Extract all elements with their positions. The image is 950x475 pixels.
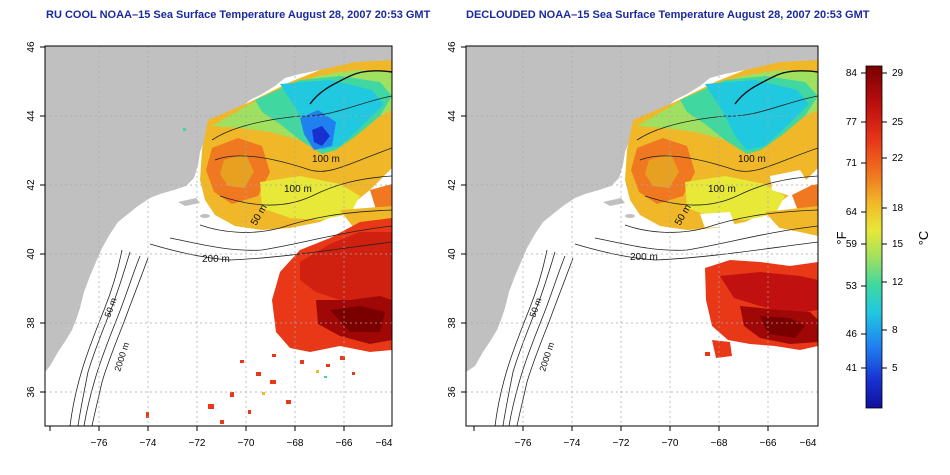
colorbar-f-tick-5: 53 xyxy=(846,281,858,292)
left-y-tick-5: 46 xyxy=(26,41,37,53)
colorbar-c-label: °C xyxy=(916,231,931,246)
left-y-tick-0: 36 xyxy=(26,386,37,398)
colorbar-f-tick-4: 59 xyxy=(846,239,858,250)
right-land xyxy=(466,46,818,372)
right-y-tick-2: 40 xyxy=(447,248,458,260)
left-contour-label-100m-b: 100 m xyxy=(284,184,312,195)
left-panel-title: RU COOL NOAA–15 Sea Surface Temperature … xyxy=(46,9,431,21)
left-land xyxy=(45,46,392,372)
left-x-tick-6: −64 xyxy=(376,438,393,449)
colorbar-f-tick-7: 41 xyxy=(846,363,858,374)
left-y-tick-2: 40 xyxy=(26,248,37,260)
colorbar-f-label: °F xyxy=(834,231,849,244)
right-y-tick-1: 38 xyxy=(447,317,458,329)
right-y-tick-3: 42 xyxy=(447,179,458,191)
left-contour-label-200m: 200 m xyxy=(202,254,230,265)
left-x-tick-0: −76 xyxy=(91,438,108,449)
right-x-tick-3: −70 xyxy=(662,438,679,449)
colorbar-c-tick-6: 8 xyxy=(892,325,898,336)
right-y-tick-0: 36 xyxy=(447,386,458,398)
colorbar-f-tick-2: 71 xyxy=(846,158,858,169)
colorbar-c-tick-7: 5 xyxy=(892,363,898,374)
right-x-tick-2: −72 xyxy=(613,438,630,449)
right-contour-label-100m-b: 100 m xyxy=(708,184,736,195)
left-map-panel: 100 m 100 m 50 m 200 m 50 m 2000 m −76 −… xyxy=(26,41,393,449)
left-x-tick-2: −72 xyxy=(189,438,206,449)
left-x-tick-4: −68 xyxy=(287,438,304,449)
colorbar-c-tick-4: 15 xyxy=(892,239,904,250)
colorbar-c-tick-1: 25 xyxy=(892,117,904,128)
right-contour-label-100m-a: 100 m xyxy=(738,154,766,165)
colorbar-f-tick-1: 77 xyxy=(846,117,858,128)
right-x-tick-6: −64 xyxy=(800,438,817,449)
colorbar-c-tick-0: 29 xyxy=(892,68,904,79)
right-contour-label-200m: 200 m xyxy=(630,252,658,263)
right-map-panel: 100 m 100 m 50 m 200 m 50 m 2000 m −76 −… xyxy=(447,41,819,449)
right-panel-title: DECLOUDED NOAA–15 Sea Surface Temperatur… xyxy=(466,9,870,21)
right-x-tick-1: −74 xyxy=(564,438,581,449)
right-y-tick-5: 46 xyxy=(447,41,458,53)
left-y-tick-1: 38 xyxy=(26,317,37,329)
left-x-tick-3: −70 xyxy=(238,438,255,449)
colorbar-f-tick-6: 46 xyxy=(846,329,858,340)
colorbar-gradient xyxy=(865,65,883,409)
right-x-tick-5: −66 xyxy=(760,438,777,449)
colorbar-c-tick-3: 18 xyxy=(892,203,904,214)
colorbar-f-tick-3: 64 xyxy=(846,207,858,218)
left-contour-label-100m-a: 100 m xyxy=(312,154,340,165)
left-y-tick-3: 42 xyxy=(26,179,37,191)
left-y-tick-4: 44 xyxy=(26,110,37,122)
left-x-tick-5: −66 xyxy=(336,438,353,449)
right-x-tick-0: −76 xyxy=(515,438,532,449)
colorbar: 84 77 71 64 59 53 46 41 29 25 22 18 15 1… xyxy=(834,65,931,409)
colorbar-f-tick-0: 84 xyxy=(846,68,858,79)
right-x-tick-4: −68 xyxy=(711,438,728,449)
colorbar-c-tick-2: 22 xyxy=(892,153,904,164)
right-y-tick-4: 44 xyxy=(447,110,458,122)
colorbar-c-tick-5: 12 xyxy=(892,277,904,288)
left-x-tick-1: −74 xyxy=(140,438,157,449)
